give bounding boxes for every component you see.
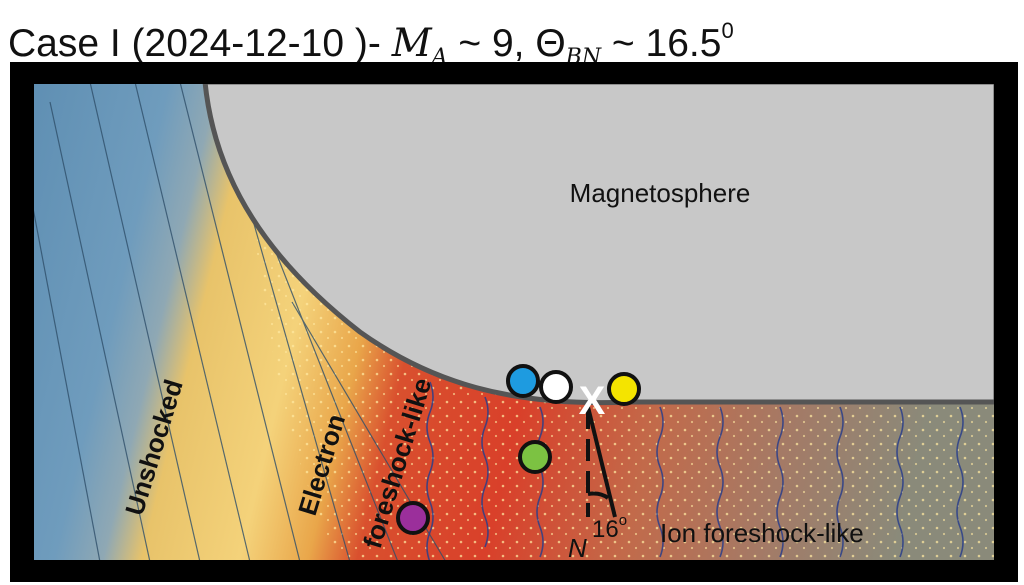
spacecraft-blue bbox=[506, 364, 540, 398]
theta-superscript: 0 bbox=[721, 18, 734, 43]
diagram-frame: Magnetosphere Unshocked Electron foresho… bbox=[10, 62, 1018, 582]
label-magnetosphere: Magnetosphere bbox=[570, 178, 751, 208]
normal-label: N bbox=[568, 533, 587, 563]
inner-border bbox=[30, 80, 998, 564]
title-prefix: Case I (2024-12-10 )- bbox=[8, 22, 392, 65]
shock-crossing-marker: X bbox=[579, 379, 606, 423]
foreshock-diagram: Magnetosphere Unshocked Electron foresho… bbox=[10, 62, 1018, 582]
mach-value: ~ 9, bbox=[447, 22, 536, 65]
figure-title: Case I (2024-12-10 )- MA ~ 9, ΘBN ~ 16.5… bbox=[0, 0, 1024, 70]
angle-arc bbox=[587, 491, 610, 500]
spacecraft-purple bbox=[396, 501, 430, 535]
field-direction-line bbox=[586, 406, 617, 518]
mach-symbol: M bbox=[391, 21, 432, 66]
spacecraft-yellow bbox=[607, 372, 641, 406]
spacecraft-white bbox=[539, 370, 573, 404]
theta-value: ~ 16.5 bbox=[601, 22, 722, 65]
label-ion-foreshock: Ion foreshock-like bbox=[660, 518, 864, 548]
field-lines-wavy bbox=[426, 381, 964, 562]
angle-value: 16o bbox=[592, 512, 627, 543]
theta-symbol: Θ bbox=[535, 22, 566, 65]
spacecraft-green bbox=[518, 440, 552, 474]
magnetosphere-region bbox=[202, 82, 996, 406]
